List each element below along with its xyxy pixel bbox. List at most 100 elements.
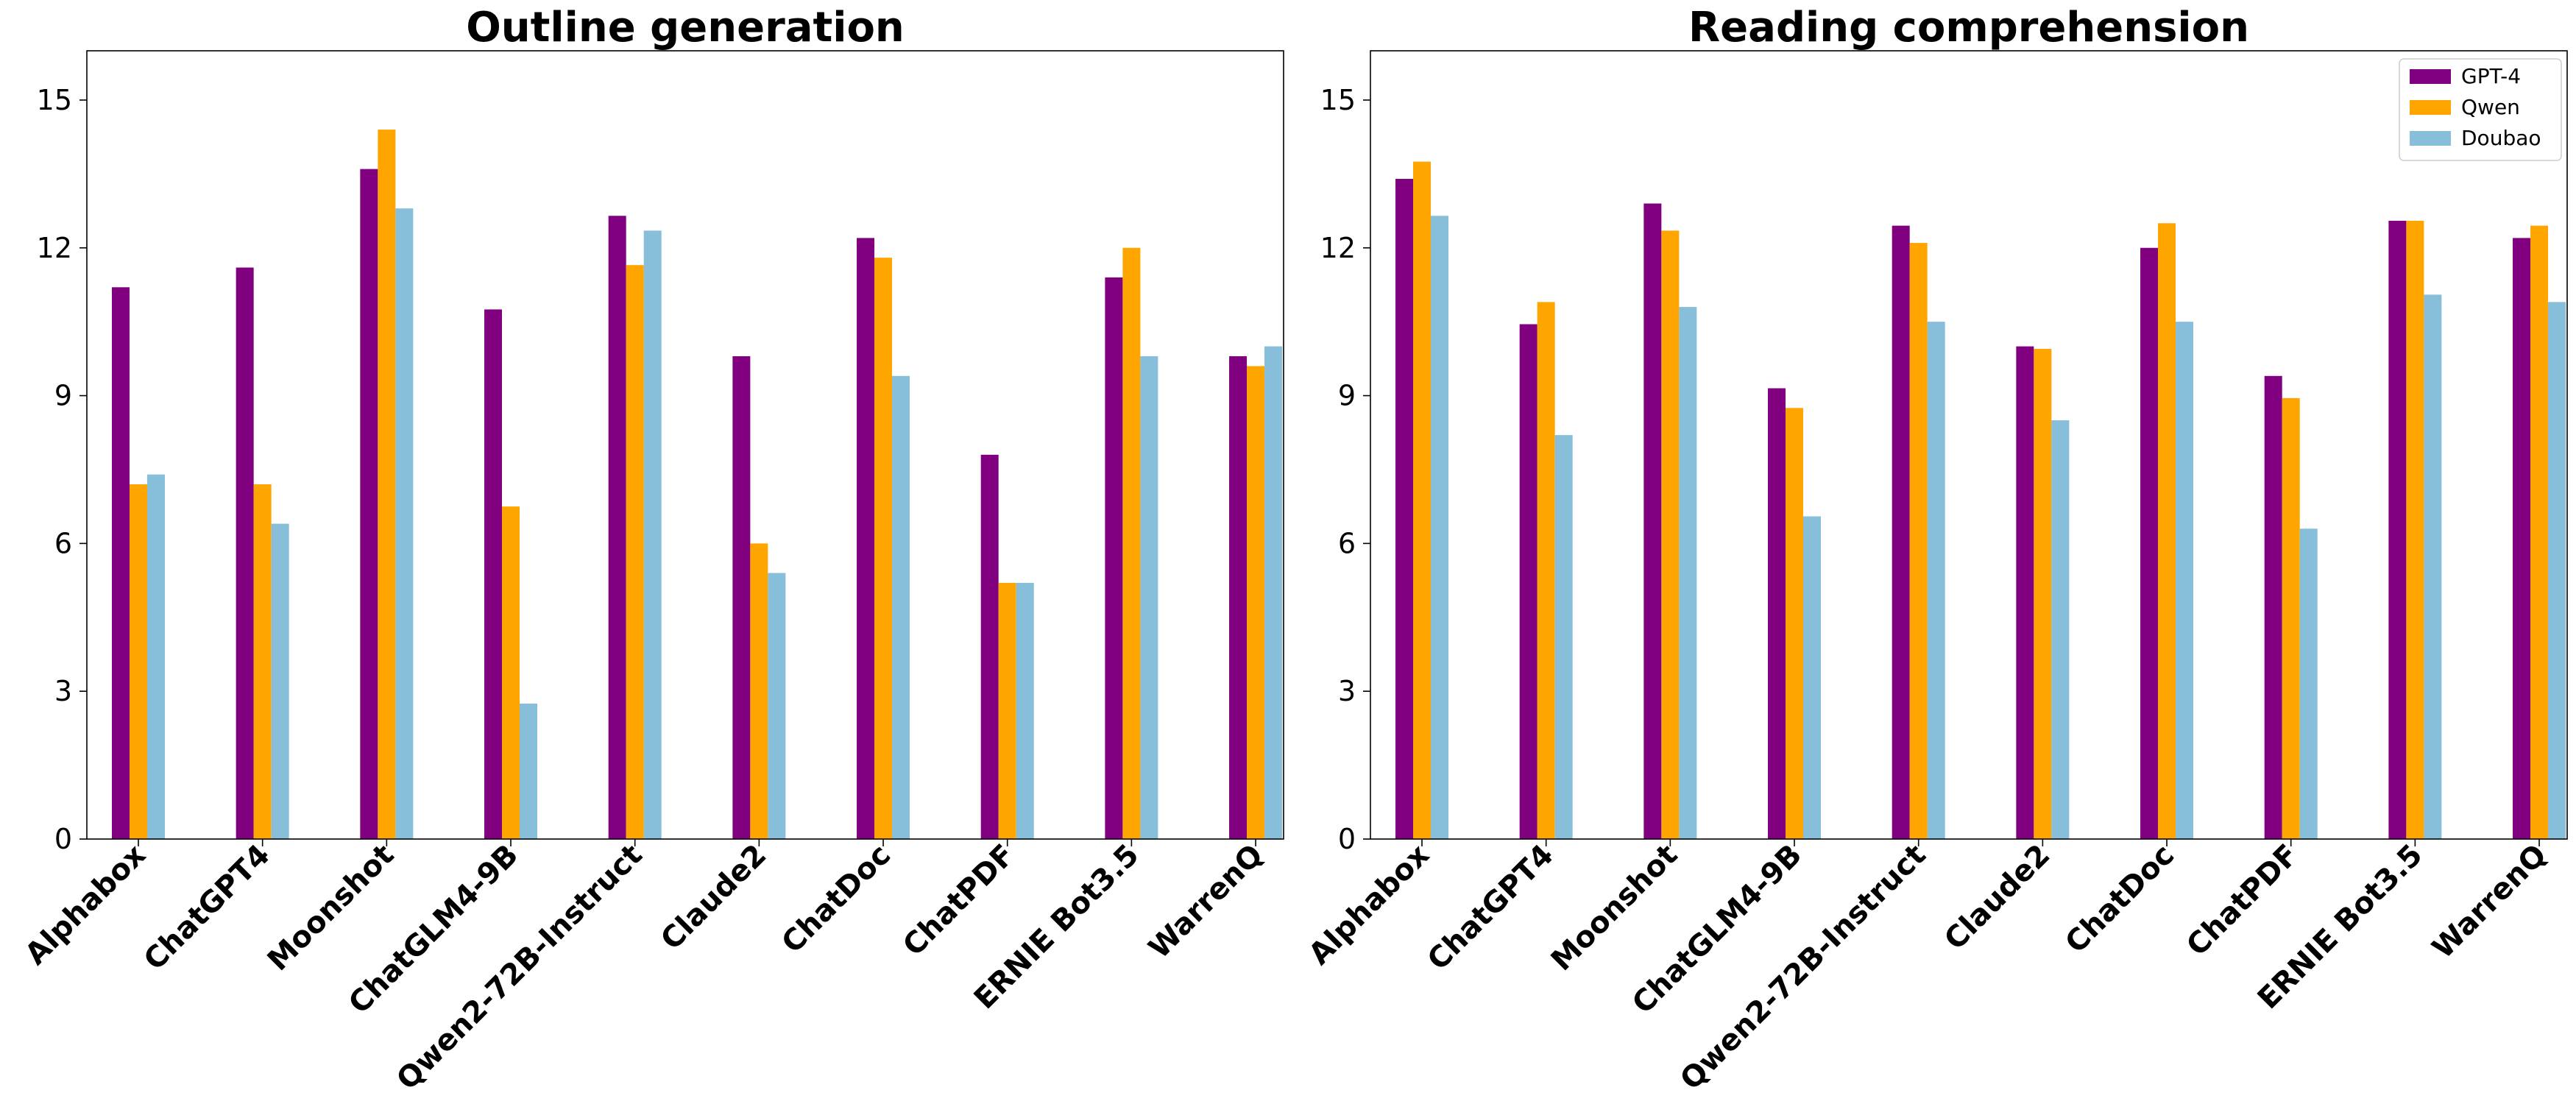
bar-gpt-4-1 <box>236 267 254 839</box>
bar-doubao-7 <box>1016 582 1034 839</box>
legend-swatch <box>2410 69 2451 84</box>
plot-frame <box>86 50 1284 840</box>
chart-title: Reading comprehension <box>1688 4 2249 52</box>
bar-qwen-8 <box>1122 247 1141 839</box>
y-tick-label: 0 <box>54 823 72 855</box>
bar-doubao-4 <box>1927 322 1945 839</box>
x-tick-label: WarrenQ <box>1142 838 1270 966</box>
bar-qwen-0 <box>1412 161 1431 839</box>
y-tick-label: 3 <box>1338 675 1356 707</box>
bar-qwen-5 <box>2034 348 2052 839</box>
bar-gpt-4-0 <box>111 287 130 839</box>
bar-qwen-3 <box>502 506 520 839</box>
bar-gpt-4-4 <box>1892 225 1910 839</box>
bar-doubao-6 <box>892 375 910 840</box>
y-tick-label: 0 <box>1338 823 1356 855</box>
bar-doubao-0 <box>1430 216 1448 840</box>
bar-gpt-4-8 <box>1105 277 1123 840</box>
legend-label: Qwen <box>2461 95 2520 119</box>
legend-label: Doubao <box>2461 126 2541 150</box>
bar-gpt-4-2 <box>360 169 378 839</box>
bar-qwen-6 <box>2158 223 2176 839</box>
x-tick-label: ChatDoc <box>2059 838 2181 960</box>
bar-qwen-2 <box>378 130 396 840</box>
legend-label: GPT-4 <box>2461 64 2521 88</box>
y-tick-label: 12 <box>37 232 72 264</box>
bar-qwen-9 <box>2530 225 2549 839</box>
bar-gpt-4-5 <box>2016 346 2034 839</box>
bar-gpt-4-3 <box>1768 388 1786 839</box>
bar-doubao-4 <box>643 230 662 839</box>
bar-gpt-4-7 <box>2264 375 2282 840</box>
bar-doubao-9 <box>1264 346 1283 839</box>
bar-gpt-4-2 <box>1643 203 1662 840</box>
x-tick-label: Moonshot <box>261 838 401 978</box>
x-tick-label: Moonshot <box>1545 838 1685 978</box>
bar-qwen-0 <box>129 484 147 839</box>
legend: GPT-4 Qwen Doubao <box>2399 58 2562 161</box>
x-tick-label: ChatPDF <box>2180 838 2305 963</box>
bar-qwen-7 <box>998 582 1016 839</box>
bar-doubao-8 <box>1140 356 1158 839</box>
x-tick-label: Alphabox <box>19 838 153 972</box>
bar-doubao-2 <box>1679 307 1697 839</box>
bar-qwen-6 <box>874 258 893 839</box>
x-tick-label: ChatGPT4 <box>138 838 277 977</box>
x-tick-label: Claude2 <box>1938 838 2056 957</box>
legend-swatch <box>2410 100 2451 115</box>
bar-gpt-4-7 <box>980 454 999 839</box>
bar-gpt-4-9 <box>2513 238 2531 839</box>
bar-doubao-5 <box>2051 420 2070 839</box>
bar-qwen-9 <box>1247 366 1265 839</box>
bar-gpt-4-9 <box>1229 356 1248 839</box>
bar-qwen-4 <box>1909 243 1928 839</box>
x-tick-label: WarrenQ <box>2426 838 2553 966</box>
bar-gpt-4-3 <box>484 309 503 839</box>
y-tick-label: 15 <box>37 84 72 116</box>
bar-doubao-6 <box>2176 322 2194 839</box>
y-tick-label: 12 <box>1320 232 1356 264</box>
x-tick-label: ChatDoc <box>775 838 897 960</box>
bar-gpt-4-1 <box>1519 324 1538 839</box>
bar-qwen-1 <box>253 484 272 839</box>
bar-doubao-3 <box>520 703 538 839</box>
y-tick-label: 15 <box>1320 84 1356 116</box>
bar-qwen-8 <box>2406 220 2424 839</box>
bar-gpt-4-4 <box>608 216 626 840</box>
bar-qwen-7 <box>2282 397 2300 839</box>
bar-qwen-5 <box>750 543 768 839</box>
bar-gpt-4-5 <box>732 356 751 839</box>
bar-doubao-0 <box>146 474 165 839</box>
bar-doubao-5 <box>768 573 786 839</box>
bar-gpt-4-0 <box>1395 179 1413 840</box>
bar-qwen-2 <box>1661 230 1680 839</box>
bar-doubao-2 <box>395 208 414 839</box>
bar-qwen-1 <box>1537 302 1555 840</box>
chart-panel-2: Reading comprehension03691215AlphaboxCha… <box>1303 4 2568 1097</box>
bar-gpt-4-6 <box>857 238 875 839</box>
chart-title: Outline generation <box>466 4 905 52</box>
bar-gpt-4-6 <box>2140 247 2159 839</box>
y-tick-label: 9 <box>1338 380 1356 412</box>
bar-doubao-8 <box>2424 294 2442 839</box>
bar-qwen-4 <box>626 265 644 840</box>
x-tick-label: ChatGPT4 <box>1421 838 1560 977</box>
x-tick-label: Qwen2-72B-Instruct <box>1674 838 1932 1097</box>
x-tick-label: ChatPDF <box>896 838 1022 963</box>
bar-doubao-1 <box>271 523 289 839</box>
bar-qwen-3 <box>1786 408 1804 839</box>
bar-gpt-4-8 <box>2388 220 2407 839</box>
x-tick-label: Alphabox <box>1303 838 1437 972</box>
y-tick-label: 3 <box>54 675 72 707</box>
bar-doubao-3 <box>1803 516 1822 839</box>
bar-doubao-9 <box>2548 302 2566 840</box>
y-tick-label: 6 <box>1338 527 1356 559</box>
bar-doubao-1 <box>1554 435 1573 839</box>
legend-swatch <box>2410 131 2451 146</box>
chart-panel-1: Outline generation 0 3 6 9 12 15 AlphaboxChatGP… <box>19 4 1284 1097</box>
y-tick-label: 9 <box>54 380 72 412</box>
x-tick-label: Qwen2-72B-Instruct <box>390 838 648 1097</box>
y-tick-label: 6 <box>54 527 72 559</box>
x-tick-label: Claude2 <box>654 838 773 957</box>
